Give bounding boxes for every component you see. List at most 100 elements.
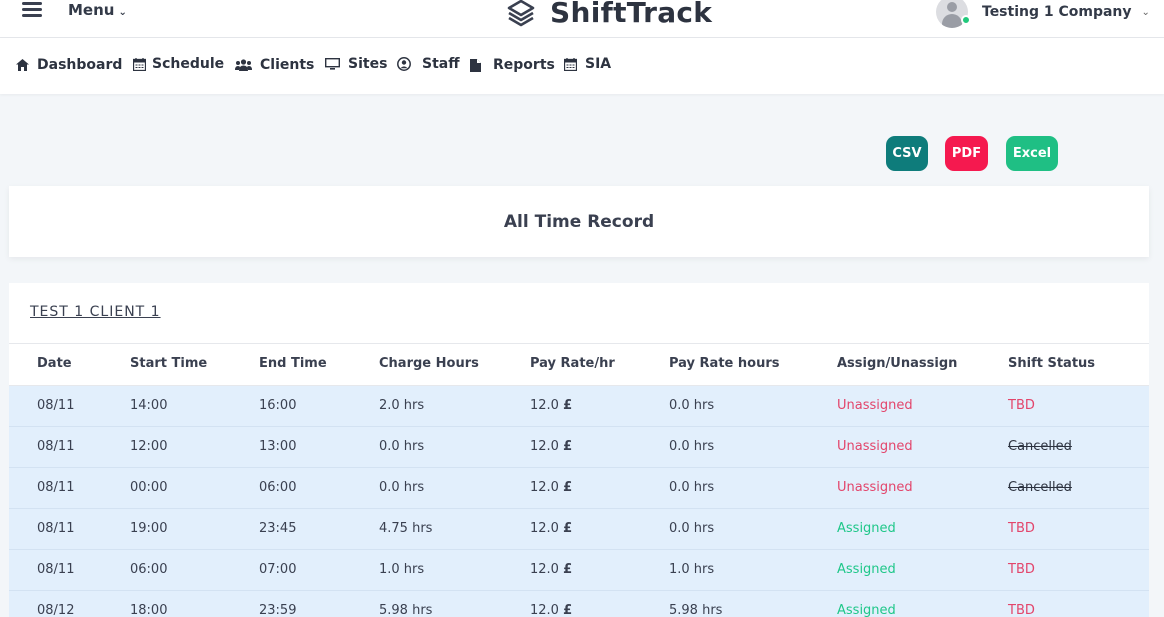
- nav-label: Schedule: [152, 56, 225, 72]
- pay-rate-value: 12.0: [530, 521, 559, 536]
- cell-charge: 0.0 hrs: [379, 439, 425, 454]
- cell-assign[interactable]: Unassigned: [837, 398, 913, 413]
- pay-rate-value: 12.0: [530, 398, 559, 413]
- layers-icon: [507, 0, 535, 26]
- column-header-start-time[interactable]: Start Time: [130, 356, 208, 371]
- cell-date: 08/11: [37, 521, 75, 536]
- client-name-link[interactable]: TEST 1 CLIENT 1: [30, 304, 161, 320]
- cell-charge: 1.0 hrs: [379, 562, 425, 577]
- menu-label: Menu: [68, 1, 115, 19]
- cell-assign[interactable]: Assigned: [837, 521, 896, 536]
- file-icon: [470, 58, 481, 72]
- export-excel-button[interactable]: Excel: [1006, 136, 1058, 171]
- chevron-down-icon: ⌄: [118, 7, 127, 18]
- table-row[interactable]: 08/11 14:00 16:00 2.0 hrs 12.0 £0.0 hrs Unass…: [9, 386, 1149, 427]
- top-header: Menu ⌄ ShiftTrack Testing 1 Company ⌄: [0, 0, 1164, 38]
- company-name: Testing 1 Company: [982, 4, 1132, 20]
- currency-symbol: £: [563, 480, 573, 495]
- cell-end: 16:00: [259, 398, 297, 413]
- avatar: [936, 0, 968, 28]
- cell-status: Cancelled: [1008, 480, 1072, 495]
- table-row[interactable]: 08/11 19:00 23:45 4.75 hrs 12.0 £0.0 hrs Assi…: [9, 509, 1149, 550]
- nav-label: Clients: [260, 57, 315, 73]
- cell-end: 13:00: [259, 439, 297, 454]
- table-row[interactable]: 08/11 12:00 13:00 0.0 hrs 12.0 £0.0 hrs Unass…: [9, 427, 1149, 468]
- nav-staff[interactable]: Staff: [397, 56, 460, 72]
- nav-reports[interactable]: Reports: [470, 57, 555, 73]
- cell-end: 06:00: [259, 480, 297, 495]
- users-icon: [235, 59, 252, 71]
- nav-label: Sites: [348, 56, 388, 72]
- cell-charge: 5.98 hrs: [379, 603, 433, 617]
- column-header-assign[interactable]: Assign/Unassign: [837, 356, 958, 371]
- cell-status: TBD: [1008, 603, 1035, 617]
- cell-charge: 4.75 hrs: [379, 521, 433, 536]
- currency-symbol: £: [563, 521, 573, 536]
- cell-rate: 12.0 £: [530, 398, 572, 413]
- nav-sites[interactable]: Sites: [325, 56, 387, 72]
- cell-start: 18:00: [130, 603, 168, 617]
- chevron-down-icon: ⌄: [1141, 6, 1150, 18]
- cell-status: TBD: [1008, 398, 1035, 413]
- cell-rate: 12.0 £: [530, 521, 572, 536]
- page-title: All Time Record: [503, 211, 655, 232]
- online-status-indicator: [961, 15, 971, 25]
- user-menu[interactable]: Testing 1 Company ⌄: [936, 0, 1150, 28]
- cell-rate: 12.0 £: [530, 480, 572, 495]
- nav-sia[interactable]: SIA: [564, 56, 611, 72]
- column-header-end-time[interactable]: End Time: [259, 356, 327, 371]
- table-row[interactable]: 08/12 18:00 23:59 5.98 hrs 12.0 £5.98 hrs Ass…: [9, 591, 1149, 617]
- brand-logo[interactable]: ShiftTrack: [506, 0, 712, 29]
- pay-rate-value: 12.0: [530, 562, 559, 577]
- pay-rate-value: 12.0: [530, 603, 559, 617]
- cell-charge: 0.0 hrs: [379, 480, 425, 495]
- cell-assign[interactable]: Unassigned: [837, 480, 913, 495]
- table-row[interactable]: 08/11 06:00 07:00 1.0 hrs 12.0 £1.0 hrs Assig…: [9, 550, 1149, 591]
- cell-pay-hours: 1.0 hrs: [669, 562, 715, 577]
- cell-rate: 12.0 £: [530, 562, 572, 577]
- cell-end: 07:00: [259, 562, 297, 577]
- pay-rate-value: 12.0: [530, 439, 559, 454]
- cell-charge: 2.0 hrs: [379, 398, 425, 413]
- cell-start: 12:00: [130, 439, 168, 454]
- cell-status: TBD: [1008, 562, 1035, 577]
- column-header-pay-rate-hours[interactable]: Pay Rate hours: [669, 356, 780, 371]
- cell-start: 19:00: [130, 521, 168, 536]
- column-header-date[interactable]: Date: [37, 356, 72, 371]
- time-record-table-card: TEST 1 CLIENT 1 Date Start Time End Time…: [9, 283, 1149, 617]
- export-csv-button[interactable]: CSV: [886, 136, 928, 171]
- cell-assign[interactable]: Unassigned: [837, 439, 913, 454]
- user-circle-icon: [397, 57, 411, 71]
- cell-status: Cancelled: [1008, 439, 1072, 454]
- export-pdf-button[interactable]: PDF: [945, 136, 988, 171]
- hamburger-menu-icon[interactable]: [22, 2, 42, 17]
- nav-clients[interactable]: Clients: [235, 57, 314, 73]
- main-nav: Dashboard Schedule Clients Sites Staff R…: [0, 38, 1164, 94]
- column-header-shift-status[interactable]: Shift Status: [1008, 356, 1096, 371]
- cell-date: 08/12: [37, 603, 75, 617]
- nav-label: Reports: [493, 57, 555, 73]
- currency-symbol: £: [563, 439, 573, 454]
- menu-dropdown[interactable]: Menu ⌄: [68, 1, 127, 19]
- table-row[interactable]: 08/11 00:00 06:00 0.0 hrs 12.0 £0.0 hrs Unass…: [9, 468, 1149, 509]
- nav-schedule[interactable]: Schedule: [133, 56, 224, 72]
- currency-symbol: £: [563, 398, 573, 413]
- column-header-pay-rate[interactable]: Pay Rate/hr: [530, 356, 615, 371]
- cell-start: 14:00: [130, 398, 168, 413]
- cell-rate: 12.0 £: [530, 603, 572, 617]
- pay-rate-value: 12.0: [530, 480, 559, 495]
- currency-symbol: £: [563, 562, 573, 577]
- calendar-icon: [564, 57, 577, 71]
- cell-pay-hours: 0.0 hrs: [669, 439, 715, 454]
- cell-pay-hours: 0.0 hrs: [669, 480, 715, 495]
- cell-assign[interactable]: Assigned: [837, 603, 896, 617]
- cell-date: 08/11: [37, 439, 75, 454]
- cell-assign[interactable]: Assigned: [837, 562, 896, 577]
- cell-pay-hours: 5.98 hrs: [669, 603, 723, 617]
- cell-pay-hours: 0.0 hrs: [669, 398, 715, 413]
- nav-label: SIA: [585, 56, 612, 72]
- column-header-charge-hours[interactable]: Charge Hours: [379, 356, 479, 371]
- currency-symbol: £: [563, 603, 573, 617]
- nav-dashboard[interactable]: Dashboard: [16, 57, 122, 73]
- calendar-icon: [133, 57, 146, 71]
